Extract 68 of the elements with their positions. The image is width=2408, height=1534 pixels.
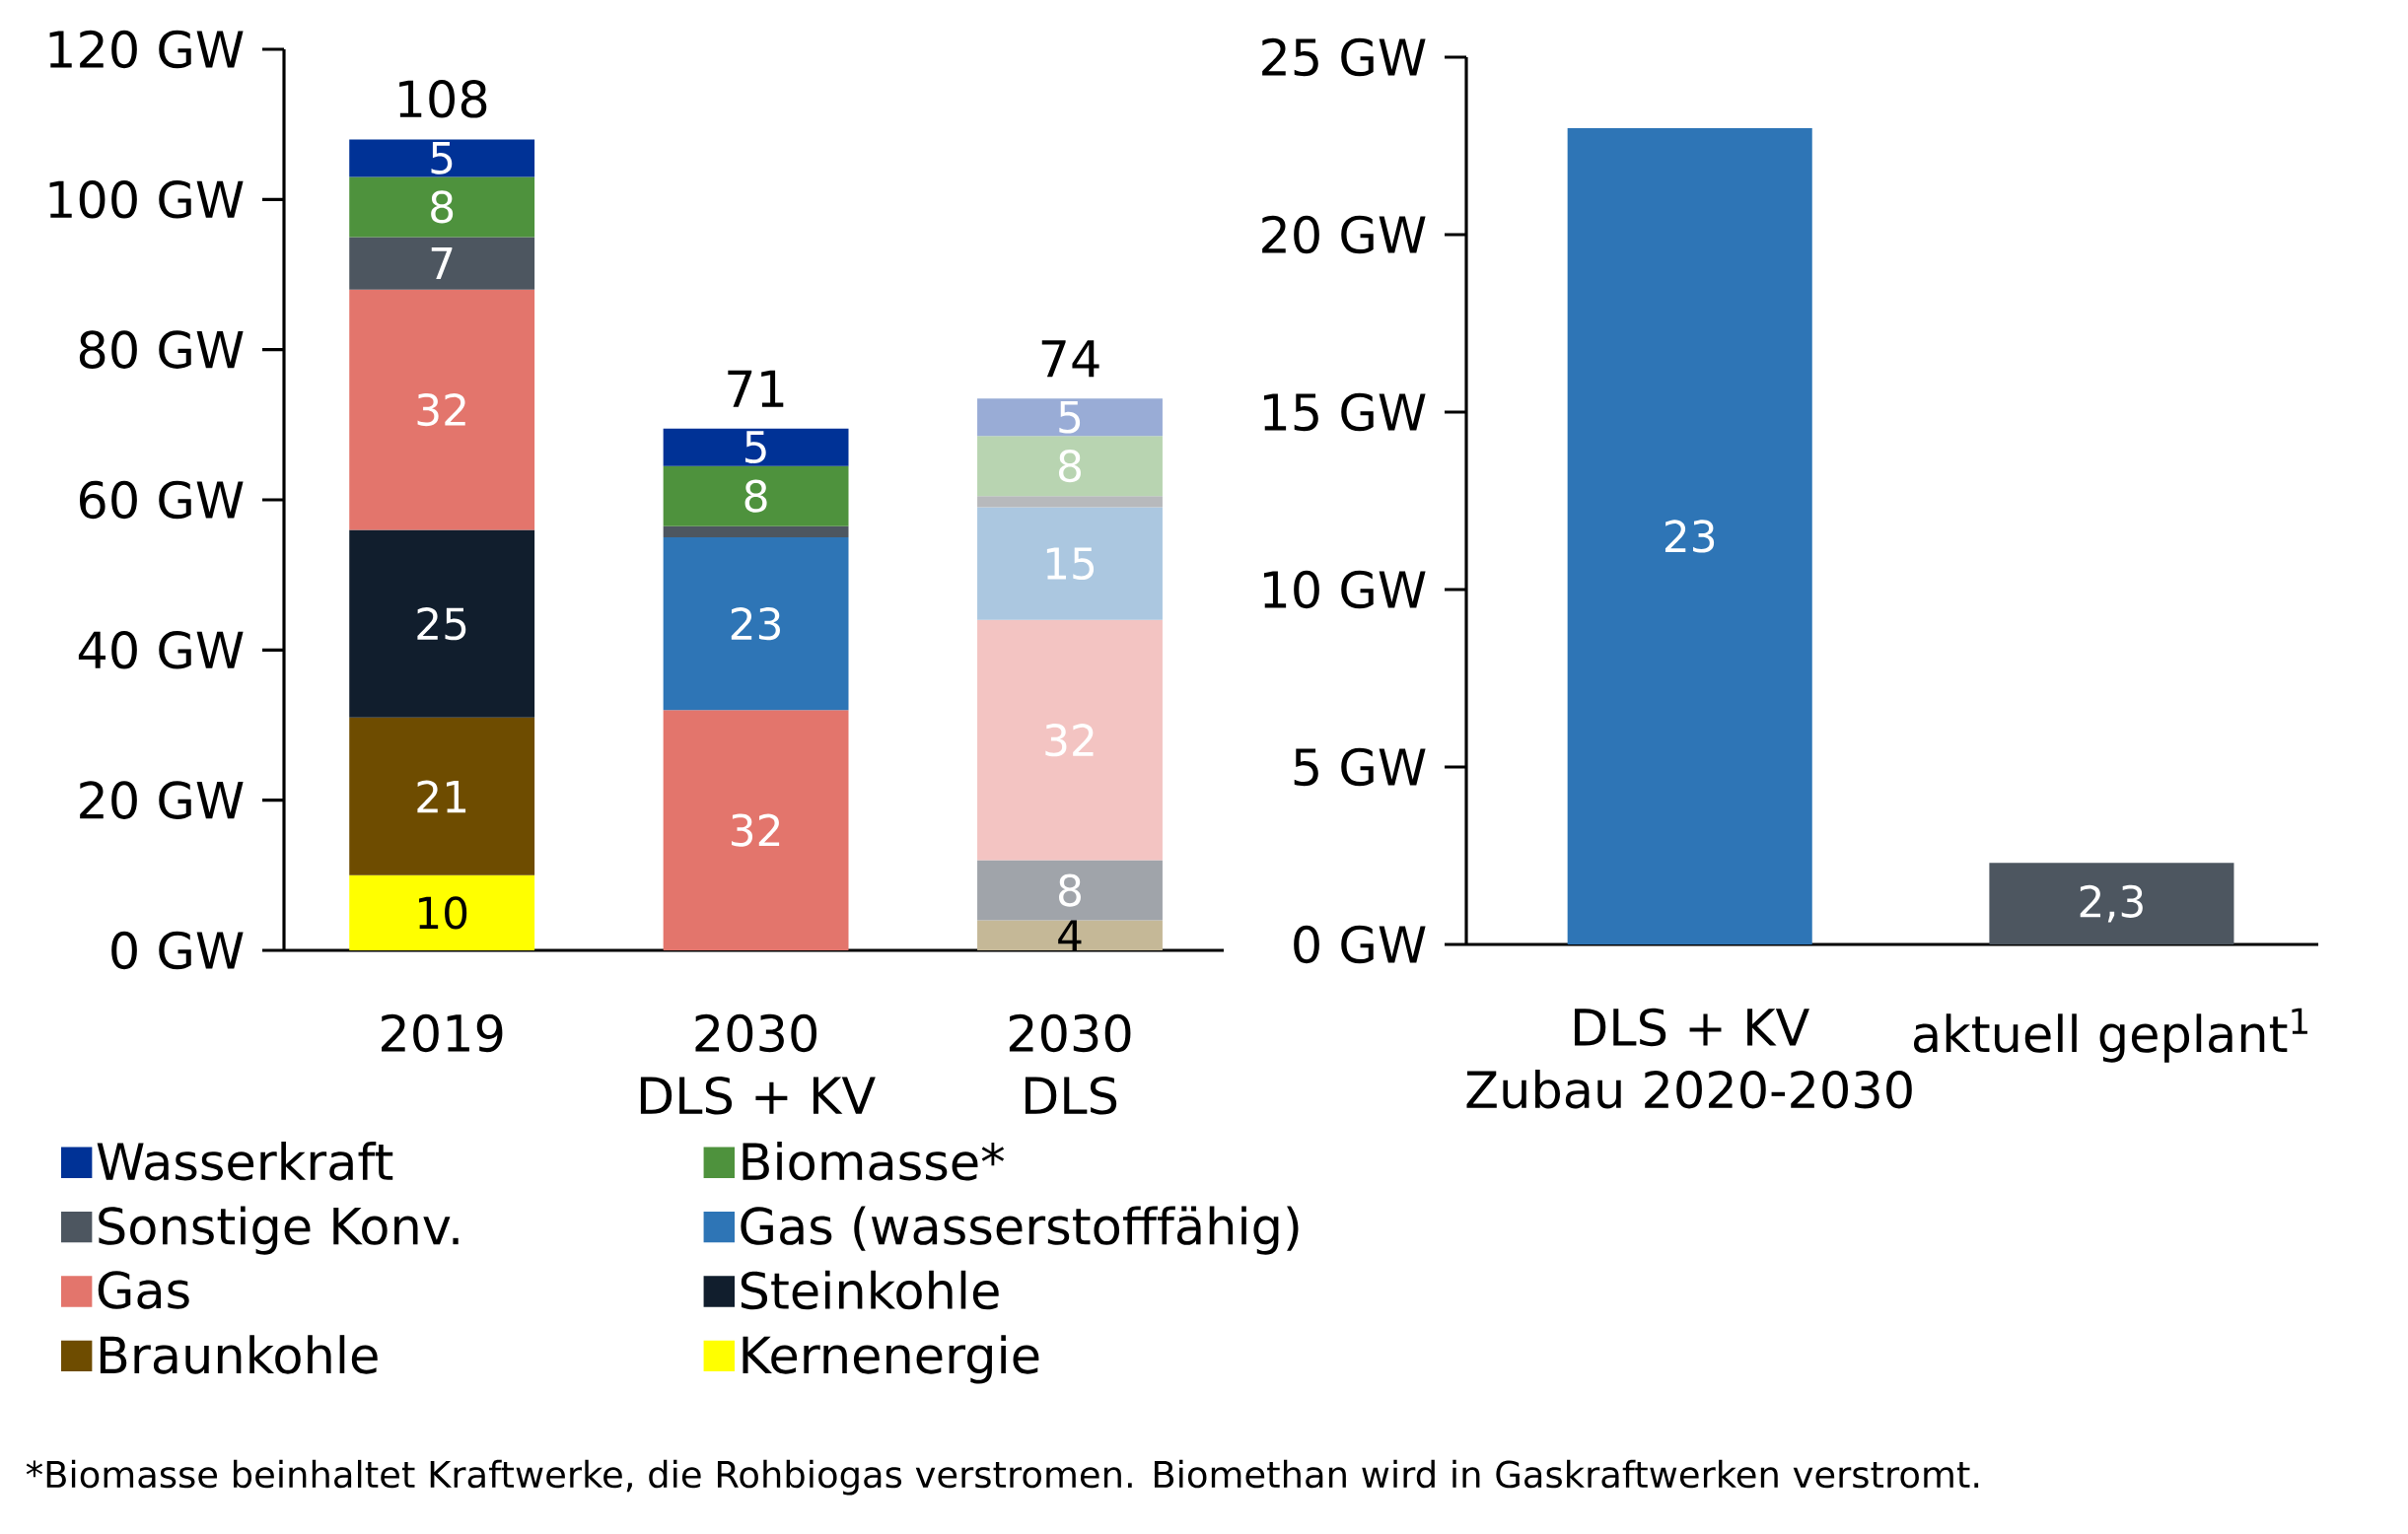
data-label: 8 xyxy=(431,190,454,224)
y-tick-label: 25 GW xyxy=(1262,37,1426,77)
data-label: 15 xyxy=(1046,547,1095,581)
bar xyxy=(349,176,535,238)
bar xyxy=(349,237,535,290)
y-tick-label: 15 GW xyxy=(1264,392,1426,432)
total-label: 71 xyxy=(728,370,784,407)
total-label: 108 xyxy=(399,80,487,118)
data-label: 32 xyxy=(731,813,780,847)
y-tick-label: 40 GW xyxy=(78,631,244,669)
y-tick-label: 20 GW xyxy=(80,781,244,819)
bar xyxy=(977,860,1163,921)
bar xyxy=(349,139,535,177)
bar xyxy=(349,874,535,950)
x-tick-label: 2030 DLS xyxy=(1009,1013,1131,1115)
y-tick-label: 100 GW xyxy=(49,180,244,219)
data-label: 23 xyxy=(1664,520,1715,553)
data-label: 21 xyxy=(417,780,466,813)
y-tick-label: 20 GW xyxy=(1262,215,1426,254)
bar xyxy=(977,496,1163,508)
bar xyxy=(349,717,535,875)
y-tick-label: 0 GW xyxy=(111,931,244,970)
legend-label: Braunkohle xyxy=(100,1335,378,1374)
bar xyxy=(349,289,535,530)
y-tick-label: 80 GW xyxy=(79,330,244,369)
bar xyxy=(663,537,849,711)
data-label: 32 xyxy=(1045,724,1094,757)
legend-label: Wasserkraft xyxy=(97,1142,393,1181)
text: *Biomasse beinhaltet Kraftwerke, die Rohbiogas verstromen. Biomethan wird in Gaskraftwerken verstromt. xyxy=(26,1459,1979,1496)
bar xyxy=(977,920,1163,950)
x-tick-label: aktuell geplant$^{1}$ xyxy=(1913,1008,2307,1063)
data-label: 8 xyxy=(744,479,767,513)
data-label: 32 xyxy=(417,392,465,427)
data-label: 8 xyxy=(1058,873,1081,907)
data-label: 2,3 xyxy=(2080,884,2143,923)
bar xyxy=(663,428,849,466)
total-label: 74 xyxy=(1041,340,1099,378)
y-tick-label: 0 GW xyxy=(1294,925,1426,964)
data-label: 25 xyxy=(417,607,466,641)
legend-label: Steinkohle xyxy=(741,1270,999,1310)
data-label: 7 xyxy=(431,247,453,280)
legend-label: Biomasse* xyxy=(743,1142,1005,1181)
legend-label: Gas (wasserstofffähig) xyxy=(741,1206,1299,1255)
legend-label: Gas xyxy=(98,1271,189,1309)
bar xyxy=(349,529,535,718)
x-tick-label: 2030 DLS + KV xyxy=(640,1013,876,1115)
x-tick-label: 2019 xyxy=(382,1013,503,1053)
bar xyxy=(977,619,1163,861)
data-label: 23 xyxy=(731,607,780,641)
y-tick-label: 120 GW xyxy=(49,30,244,69)
data-label: 4 xyxy=(1058,919,1082,951)
data-label: 8 xyxy=(1058,450,1081,483)
bar xyxy=(977,507,1163,620)
data-label: 5 xyxy=(1059,400,1081,434)
bar xyxy=(663,465,849,526)
bar xyxy=(663,525,849,538)
y-tick-label: 5 GW xyxy=(1294,747,1426,787)
data-label: 5 xyxy=(431,142,453,174)
y-tick-label: 60 GW xyxy=(79,480,244,520)
y-tick-label: 10 GW xyxy=(1264,570,1426,609)
bar xyxy=(977,398,1163,437)
data-label: 5 xyxy=(744,431,766,463)
bar xyxy=(663,710,849,950)
data-label: 10 xyxy=(419,896,467,930)
bar xyxy=(977,436,1163,497)
legend-label: Sonstige Konv. xyxy=(99,1206,459,1255)
x-tick-label: DLS + KV Zubau 2020-2030 xyxy=(1466,1008,1912,1109)
legend-label: Kernenergie xyxy=(743,1335,1039,1384)
